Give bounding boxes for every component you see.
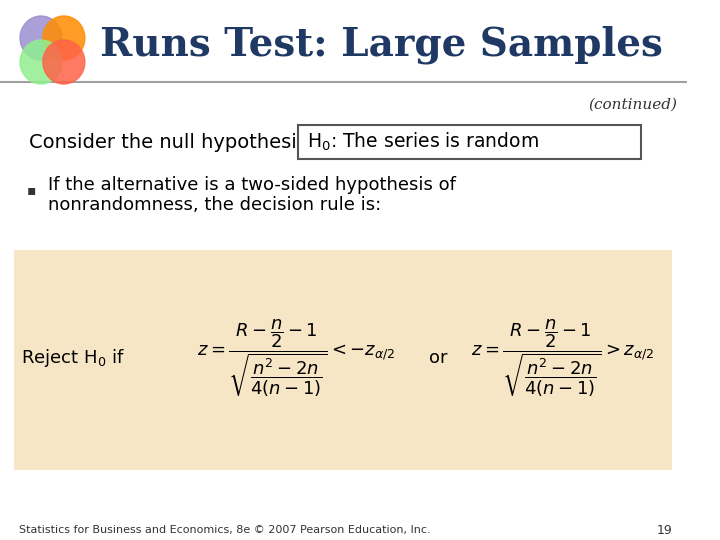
Text: Runs Test: Large Samples: Runs Test: Large Samples [100, 26, 663, 64]
Text: 19: 19 [657, 523, 672, 537]
Text: nonrandomness, the decision rule is:: nonrandomness, the decision rule is: [48, 196, 381, 214]
Text: (continued): (continued) [588, 98, 677, 112]
Circle shape [43, 16, 85, 60]
Text: H$_0$: The series is random: H$_0$: The series is random [307, 131, 539, 153]
Circle shape [43, 40, 85, 84]
Text: Statistics for Business and Economics, 8e © 2007 Pearson Education, Inc.: Statistics for Business and Economics, 8… [19, 525, 431, 535]
FancyBboxPatch shape [299, 125, 641, 159]
Text: $z = \dfrac{R - \dfrac{n}{2} - 1}{\sqrt{\dfrac{n^2 - 2n}{4(n-1)}}} < -z_{\alpha/: $z = \dfrac{R - \dfrac{n}{2} - 1}{\sqrt{… [197, 318, 395, 399]
Text: ▪: ▪ [27, 183, 36, 197]
Circle shape [20, 40, 62, 84]
Circle shape [20, 16, 62, 60]
Text: If the alternative is a two-sided hypothesis of: If the alternative is a two-sided hypoth… [48, 176, 456, 194]
FancyBboxPatch shape [14, 250, 672, 470]
Text: or: or [429, 349, 448, 367]
Text: Reject H$_0$ if: Reject H$_0$ if [21, 347, 125, 369]
Text: $z = \dfrac{R - \dfrac{n}{2} - 1}{\sqrt{\dfrac{n^2 - 2n}{4(n-1)}}} > z_{\alpha/2: $z = \dfrac{R - \dfrac{n}{2} - 1}{\sqrt{… [471, 318, 654, 399]
Text: Consider the null hypothesis: Consider the null hypothesis [29, 132, 307, 152]
